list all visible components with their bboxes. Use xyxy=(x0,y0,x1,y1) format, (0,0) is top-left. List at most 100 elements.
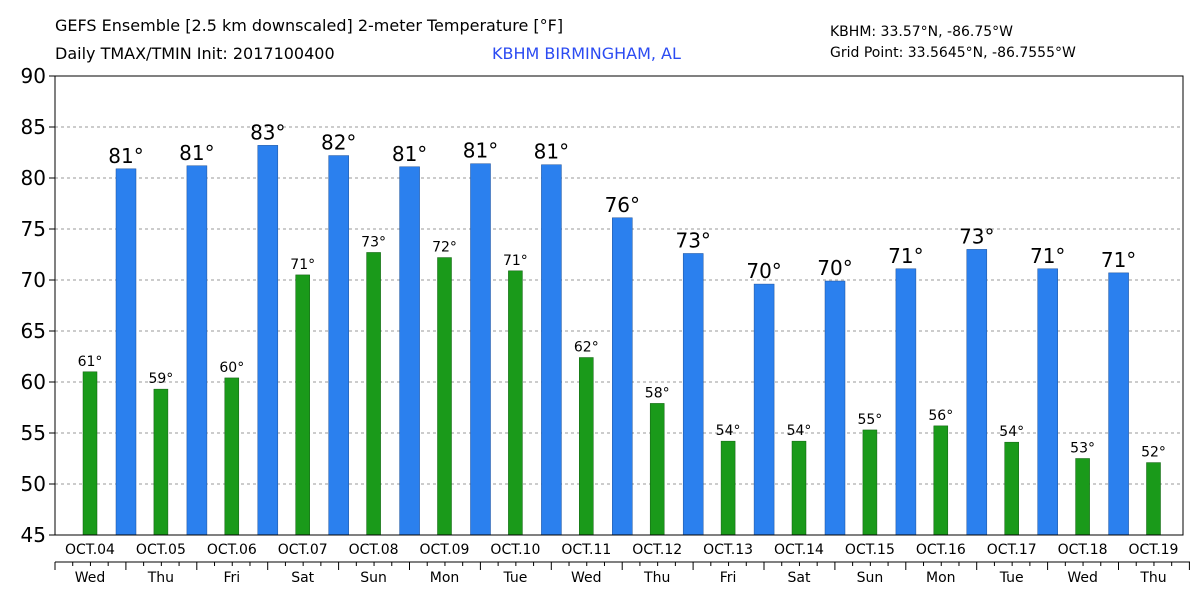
x-weekday-label: Thu xyxy=(643,570,670,586)
x-date-label: OCT.04 xyxy=(65,542,115,558)
tmin-bar xyxy=(1146,462,1161,536)
y-tick-label: 55 xyxy=(21,421,46,445)
tmax-label: 73° xyxy=(959,224,994,248)
tmax-bar xyxy=(824,280,846,536)
tmax-label: 70° xyxy=(746,259,781,283)
tmin-label: 59° xyxy=(148,371,173,387)
tmin-bar xyxy=(791,440,807,536)
tmax-bar xyxy=(257,145,279,536)
x-weekday-label: Tue xyxy=(999,570,1024,586)
x-date-label: OCT.16 xyxy=(916,542,966,558)
tmin-label: 52° xyxy=(1141,445,1166,461)
grid-point-coordinates: Grid Point: 33.5645°N, -86.7555°W xyxy=(830,45,1076,61)
tmax-bar xyxy=(966,249,988,536)
tmin-label: 56° xyxy=(928,408,953,424)
tmax-bar xyxy=(399,166,420,536)
y-tick-label: 90 xyxy=(21,64,46,88)
chart-subtitle: Daily TMAX/TMIN Init: 2017100400 xyxy=(55,44,335,63)
x-weekday-label: Thu xyxy=(147,570,174,586)
tmin-bar xyxy=(862,429,878,536)
x-date-label: OCT.07 xyxy=(278,542,328,558)
tmax-bar xyxy=(753,283,775,536)
tmax-bar xyxy=(612,217,633,536)
tmin-label: 61° xyxy=(78,354,103,370)
x-weekday-label: Wed xyxy=(75,570,106,586)
tmax-bar xyxy=(186,165,208,536)
x-date-label: OCT.08 xyxy=(349,542,399,558)
y-tick-label: 75 xyxy=(21,217,46,241)
x-weekday-label: Sun xyxy=(857,570,884,586)
tmax-label: 73° xyxy=(675,228,710,252)
x-date-label: OCT.06 xyxy=(207,542,257,558)
y-tick-label: 70 xyxy=(21,268,46,292)
plot-frame xyxy=(54,75,1184,536)
tmax-label: 70° xyxy=(817,256,852,280)
tmax-label: 76° xyxy=(605,193,640,217)
tmin-label: 71° xyxy=(290,257,315,273)
tmax-label: 81° xyxy=(392,142,427,166)
x-weekday-label: Fri xyxy=(720,570,737,586)
tmax-label: 81° xyxy=(179,141,214,165)
tmin-label: 71° xyxy=(503,253,528,269)
x-date-label: OCT.19 xyxy=(1129,542,1179,558)
x-date-label: OCT.15 xyxy=(845,542,895,558)
tmin-bar xyxy=(82,371,98,536)
x-weekday-label: Sat xyxy=(291,570,314,586)
tmin-label: 73° xyxy=(361,234,386,250)
chart-title: GEFS Ensemble [2.5 km downscaled] 2-mete… xyxy=(55,16,564,35)
y-tick-label: 50 xyxy=(21,472,46,496)
x-date-label: OCT.05 xyxy=(136,542,186,558)
tmax-label: 83° xyxy=(250,120,285,144)
tmax-bar xyxy=(895,268,917,536)
tmin-bar xyxy=(1075,458,1090,536)
tmin-bar xyxy=(437,257,452,536)
tmax-bar xyxy=(682,253,704,536)
x-date-label: OCT.14 xyxy=(774,542,824,558)
x-weekday-label: Thu xyxy=(1139,570,1166,586)
tmax-bar xyxy=(328,155,349,536)
x-date-label: OCT.09 xyxy=(420,542,470,558)
y-tick-label: 65 xyxy=(21,319,46,343)
x-date-label: OCT.17 xyxy=(987,542,1037,558)
tmax-bar xyxy=(1108,272,1129,536)
x-date-label: OCT.18 xyxy=(1058,542,1108,558)
tmax-label: 81° xyxy=(108,144,143,168)
y-tick-label: 45 xyxy=(21,523,46,547)
tmin-bar xyxy=(295,274,310,536)
tmax-bar xyxy=(1037,268,1058,536)
tmin-bar xyxy=(579,357,594,536)
y-tick-label: 60 xyxy=(21,370,46,394)
x-date-label: OCT.13 xyxy=(703,542,753,558)
x-date-label: OCT.12 xyxy=(632,542,682,558)
tmin-label: 54° xyxy=(999,424,1024,440)
x-weekday-label: Tue xyxy=(502,570,527,586)
tmin-label: 55° xyxy=(857,412,882,428)
tmin-label: 54° xyxy=(787,423,812,439)
x-weekday-label: Sun xyxy=(360,570,387,586)
tmax-label: 81° xyxy=(534,140,569,164)
y-tick-label: 80 xyxy=(21,166,46,190)
tmax-label: 71° xyxy=(1030,244,1065,268)
tmin-label: 62° xyxy=(574,340,599,356)
tmax-bar xyxy=(470,163,491,536)
x-weekday-label: Fri xyxy=(223,570,240,586)
tmax-bar xyxy=(115,168,137,536)
tmax-label: 71° xyxy=(1101,248,1136,272)
x-weekday-label: Wed xyxy=(1067,570,1098,586)
x-weekday-label: Sat xyxy=(788,570,811,586)
x-weekday-label: Wed xyxy=(571,570,602,586)
tmin-bar xyxy=(1004,441,1019,536)
x-weekday-label: Mon xyxy=(926,570,956,586)
tmin-bar xyxy=(720,440,736,536)
tmin-label: 53° xyxy=(1070,441,1095,457)
y-tick-label: 85 xyxy=(21,115,46,139)
tmax-label: 81° xyxy=(463,139,498,163)
tmax-label: 82° xyxy=(321,131,356,155)
tmin-label: 72° xyxy=(432,240,457,256)
tmax-label: 71° xyxy=(888,244,923,268)
station-coordinates: KBHM: 33.57°N, -86.75°W xyxy=(830,24,1013,40)
x-date-label: OCT.11 xyxy=(561,542,611,558)
tmax-bar xyxy=(541,164,562,536)
tmin-bar xyxy=(366,252,381,536)
